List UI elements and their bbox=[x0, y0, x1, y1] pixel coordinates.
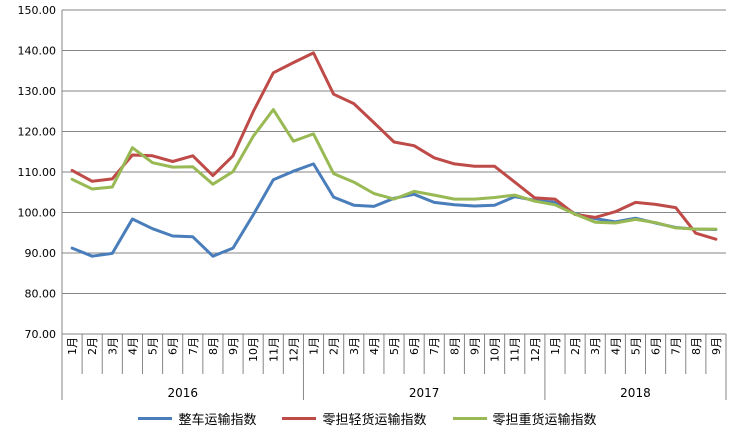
x-tick-label: 10月 bbox=[489, 337, 502, 362]
gridlines bbox=[62, 9, 726, 335]
x-tick-label: 2月 bbox=[569, 337, 582, 355]
x-tick-label: 3月 bbox=[589, 337, 602, 355]
x-tick-label: 2月 bbox=[86, 337, 99, 355]
x-tick-label: 11月 bbox=[509, 337, 522, 362]
legend-swatch-blue bbox=[138, 416, 173, 420]
legend-label: 零担重货运输指数 bbox=[492, 412, 597, 428]
x-tick-label: 5月 bbox=[629, 337, 642, 355]
x-tick-label: 11月 bbox=[267, 337, 280, 362]
x-tick-label: 6月 bbox=[167, 337, 180, 355]
x-tick-label: 6月 bbox=[408, 337, 421, 355]
y-tick-label: 90.00 bbox=[25, 247, 57, 260]
series-line-2 bbox=[70, 108, 718, 231]
x-tick-label: 9月 bbox=[468, 337, 481, 355]
x-tick-label: 12月 bbox=[287, 337, 300, 362]
legend-label: 零担轻货运输指数 bbox=[322, 412, 427, 428]
x-axis-tick-labels: 1月 2月 3月 4月 5月 6月 7月 8月 9月 10月 11月 12月 1月 2月 3月 4月 5月 6月 7… bbox=[66, 337, 723, 362]
y-tick-label: 120.00 bbox=[18, 126, 57, 139]
y-tick-label: 110.00 bbox=[18, 166, 57, 179]
x-tick-label: 5月 bbox=[147, 337, 160, 355]
x-tick-label: 2月 bbox=[328, 337, 341, 355]
series-lines bbox=[70, 51, 718, 258]
x-tick-label: 4月 bbox=[609, 337, 622, 355]
x-tick-label: 8月 bbox=[690, 337, 703, 355]
y-tick-label: 80.00 bbox=[25, 288, 57, 301]
x-tick-label: 1月 bbox=[308, 337, 321, 355]
x-tick-label: 3月 bbox=[348, 337, 361, 355]
x-tick-label: 4月 bbox=[126, 337, 139, 355]
x-tick-label: 5月 bbox=[388, 337, 401, 355]
y-tick-label: 130.00 bbox=[18, 85, 57, 98]
y-axis-tick-labels: 70.00 80.00 90.00 100.00 110.00 120.00 130.00 1… bbox=[18, 4, 57, 341]
x-tick-label: 3月 bbox=[106, 337, 119, 355]
x-tick-label: 7月 bbox=[670, 337, 683, 355]
x-tick-label: 10月 bbox=[247, 337, 260, 362]
x-tick-label: 4月 bbox=[368, 337, 381, 355]
y-tick-label: 100.00 bbox=[18, 207, 57, 220]
legend-item-ltl-heavy: 零担重货运输指数 bbox=[452, 409, 597, 428]
y-tick-label: 140.00 bbox=[18, 45, 57, 58]
x-tick-label: 12月 bbox=[529, 337, 542, 362]
year-label: 2017 bbox=[409, 386, 440, 400]
series-line-1 bbox=[70, 51, 718, 241]
x-tick-label: 8月 bbox=[448, 337, 461, 355]
legend-label: 整车运输指数 bbox=[178, 412, 257, 428]
x-tick-label: 1月 bbox=[549, 337, 562, 355]
x-tick-label: 8月 bbox=[207, 337, 220, 355]
legend: 整车运输指数 零担轻货运输指数 零担重货运输指数 bbox=[0, 406, 735, 430]
y-tick-label: 70.00 bbox=[25, 328, 57, 341]
y-tick-label: 150.00 bbox=[18, 4, 57, 17]
year-label: 2016 bbox=[167, 386, 198, 400]
legend-item-ltl-light: 零担轻货运输指数 bbox=[282, 409, 427, 428]
legend-swatch-green bbox=[452, 416, 487, 420]
x-tick-label: 7月 bbox=[187, 337, 200, 355]
x-tick-label: 1月 bbox=[66, 337, 79, 355]
x-tick-label: 7月 bbox=[428, 337, 441, 355]
legend-swatch-red bbox=[282, 416, 317, 420]
x-tick-label: 6月 bbox=[650, 337, 663, 355]
axes bbox=[61, 10, 727, 400]
x-tick-label: 9月 bbox=[710, 337, 723, 355]
year-label: 2018 bbox=[620, 386, 651, 400]
legend-item-whole-truck: 整车运输指数 bbox=[138, 409, 256, 428]
year-labels: 2016 2017 2018 bbox=[167, 386, 650, 400]
x-tick-label: 9月 bbox=[227, 337, 240, 355]
